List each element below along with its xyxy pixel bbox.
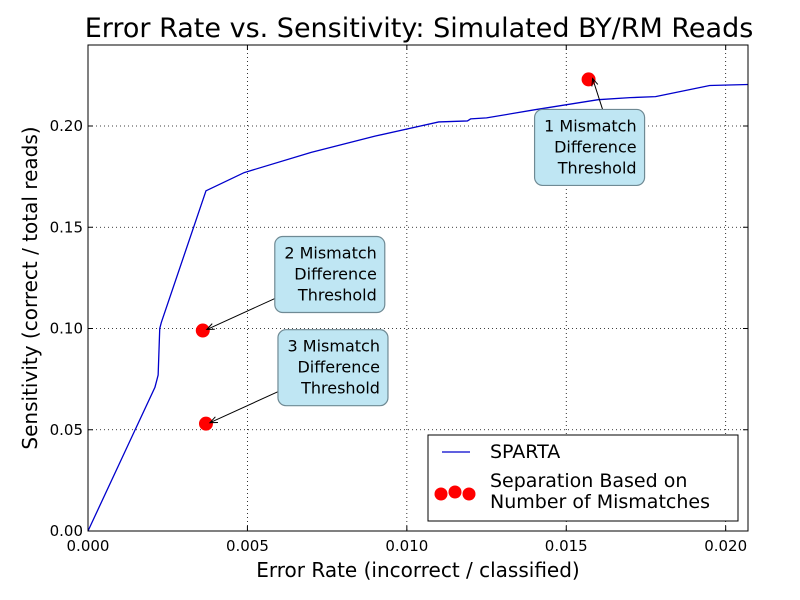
annotation-text-line: Difference bbox=[294, 265, 376, 284]
annotation-text-line: Threshold bbox=[300, 379, 380, 398]
annotation-arrow bbox=[209, 391, 279, 424]
legend-label-separation: Number of Mismatches bbox=[490, 491, 710, 513]
legend-dot-marker bbox=[462, 487, 476, 501]
annotation-arrowhead bbox=[591, 77, 599, 87]
mismatch-point bbox=[198, 416, 213, 431]
annotation-2: 2 Mismatch Difference Threshold bbox=[205, 235, 386, 331]
annotation-arrowhead bbox=[205, 323, 215, 331]
x-tick-label: 0.000 bbox=[67, 537, 110, 555]
legend-dot-marker bbox=[434, 487, 448, 501]
annotation-text-line: Threshold bbox=[557, 158, 637, 177]
x-tick-label: 0.005 bbox=[226, 537, 269, 555]
annotation-box bbox=[277, 329, 389, 407]
annotation-arrow bbox=[206, 298, 275, 330]
x-axis-label: Error Rate (incorrect / classified) bbox=[256, 558, 579, 582]
x-tick-label: 0.015 bbox=[545, 537, 588, 555]
annotation-box bbox=[533, 108, 646, 187]
annotation-box bbox=[274, 235, 386, 314]
x-tick-label: 0.020 bbox=[704, 537, 747, 555]
y-tick-label: 0.15 bbox=[50, 218, 83, 236]
annotation-text-line: 3 Mismatch bbox=[288, 337, 380, 356]
annotation-text-line: Threshold bbox=[297, 286, 377, 305]
y-tick-label: 0.10 bbox=[50, 320, 83, 338]
annotation-3: 3 Mismatch Difference Threshold bbox=[208, 329, 389, 424]
annotation-arrowhead bbox=[208, 416, 218, 424]
x-tick-label: 0.010 bbox=[385, 537, 428, 555]
chart-title: Error Rate vs. Sensitivity: Simulated BY… bbox=[85, 13, 754, 44]
sparta-line bbox=[87, 83, 749, 532]
annotation-text-line: 2 Mismatch bbox=[284, 244, 376, 263]
legend-label-sparta: SPARTA bbox=[490, 441, 560, 463]
legend-dot-marker bbox=[448, 485, 462, 499]
annotation-text-line: Difference bbox=[297, 358, 379, 377]
annotation-1: 1 Mismatch Difference Threshold bbox=[533, 77, 646, 187]
annotation-text-line: 1 Mismatch bbox=[544, 116, 636, 135]
annotation-arrow bbox=[592, 78, 604, 110]
y-tick-label: 0.00 bbox=[50, 522, 83, 540]
mismatch-point bbox=[195, 323, 210, 338]
annotations: 1 Mismatch Difference Threshold 2 Mismatch D… bbox=[205, 77, 646, 424]
y-tick-label: 0.20 bbox=[50, 117, 83, 135]
legend-box bbox=[427, 434, 739, 522]
plot-frame bbox=[87, 44, 749, 532]
legend: SPARTA Separation Based on Number of Mism… bbox=[427, 434, 739, 522]
legend-label-separation: Separation Based on bbox=[490, 470, 687, 492]
annotation-text-line: Difference bbox=[554, 137, 636, 156]
ticks: 0.000 0.005 0.010 0.015 0.020 0.00 0.05 0.10 0.1… bbox=[50, 45, 748, 555]
y-tick-label: 0.05 bbox=[50, 421, 83, 439]
y-axis-label: Sensitivity (correct / total reads) bbox=[18, 126, 42, 449]
